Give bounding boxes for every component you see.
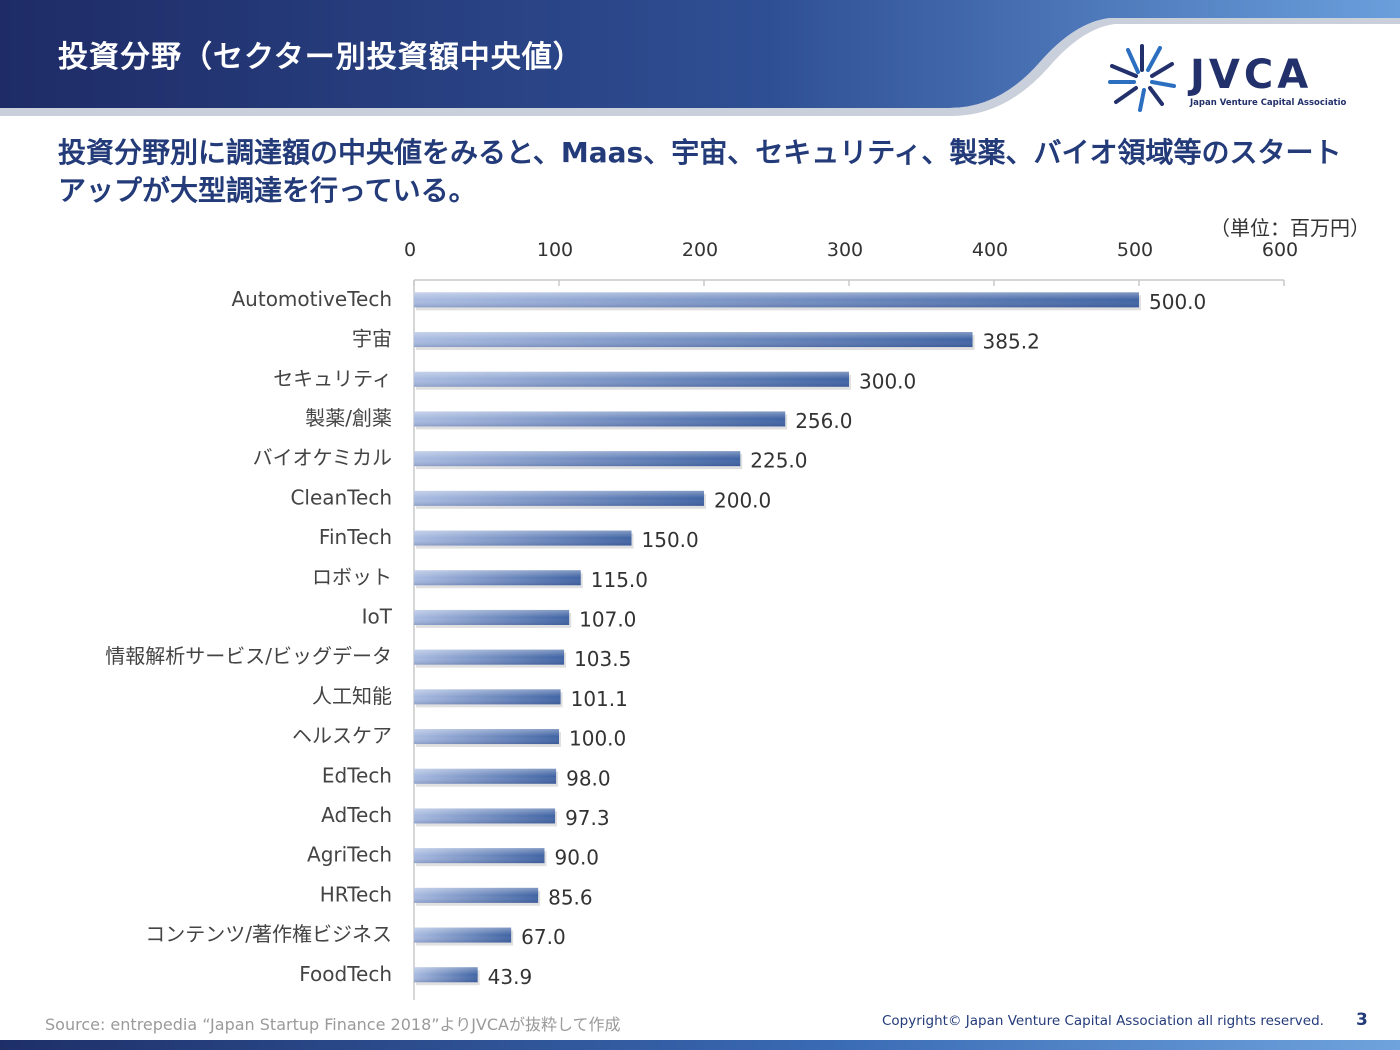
bar-highlight (414, 689, 561, 705)
x-tick-label: 500 (1117, 239, 1153, 261)
footer-bar (0, 1040, 1400, 1050)
category-label: IoT (362, 604, 393, 628)
bar-highlight (414, 729, 559, 745)
category-label: EdTech (322, 763, 392, 787)
value-label: 101.1 (571, 687, 628, 711)
unit-label: （単位：百万円） (1210, 216, 1370, 240)
logo-subtext: Japan Venture Capital Associatio (1190, 98, 1347, 108)
category-label: セキュリティ (273, 366, 392, 390)
value-label: 97.3 (565, 806, 610, 830)
category-label: HRTech (320, 882, 392, 906)
bar-chart: 0 100 200 300 400 500 600 AutomotiveTech 500.0 宇… (105, 239, 1298, 1000)
value-label: 67.0 (521, 925, 566, 949)
source-note: Source: entrepedia “Japan Startup Financ… (45, 1015, 621, 1034)
bar-highlight (414, 530, 632, 546)
copyright-note: Copyright© Japan Venture Capital Associa… (882, 1013, 1324, 1029)
category-label: 人工知能 (312, 684, 392, 708)
bar-highlight (414, 967, 478, 983)
category-label: 製薬/創薬 (305, 406, 392, 430)
x-tick-label: 0 (404, 239, 416, 261)
category-label: ヘルスケア (292, 724, 392, 748)
page-number: 3 (1356, 1010, 1368, 1030)
value-label: 300.0 (859, 369, 916, 393)
bar-highlight (414, 649, 565, 665)
value-label: 90.0 (555, 846, 600, 870)
bar-highlight (414, 768, 557, 784)
value-label: 385.2 (983, 330, 1040, 354)
bar-highlight (414, 371, 849, 387)
value-label: 107.0 (579, 607, 636, 631)
slide-subtitle: 投資分野別に調達額の中央値をみると、Maas、宇宙、セキュリティ、製薬、バイオ領… (58, 136, 1342, 207)
logo-text: JVCA (1190, 52, 1313, 98)
category-label: AutomotiveTech (232, 287, 393, 311)
category-label: ロボット (312, 565, 392, 589)
bar-highlight (414, 451, 741, 467)
x-tick-label: 600 (1262, 239, 1298, 261)
bar-highlight (414, 609, 570, 625)
page-title: 投資分野（セクター別投資額中央値） (58, 40, 584, 75)
x-tick-label: 300 (827, 239, 863, 261)
value-label: 98.0 (566, 766, 611, 790)
x-tick-label: 400 (972, 239, 1008, 261)
header-bar (0, 0, 1400, 118)
jvca-logo: JVCA Japan Venture Capital Associatio (1106, 44, 1346, 114)
category-label: 情報解析サービス/ビッグデータ (105, 644, 392, 668)
category-label: FinTech (319, 525, 392, 549)
bar-highlight (414, 927, 512, 943)
x-tick-label: 200 (682, 239, 718, 261)
value-label: 256.0 (795, 409, 852, 433)
category-label: バイオケミカル (253, 446, 392, 470)
x-tick-label: 100 (537, 239, 573, 261)
value-label: 103.5 (574, 647, 631, 671)
value-label: 500.0 (1149, 290, 1206, 314)
value-label: 150.0 (642, 528, 699, 552)
bar-highlight (414, 490, 704, 506)
value-label: 115.0 (591, 568, 648, 592)
category-label: AgriTech (307, 843, 392, 867)
value-label: 100.0 (569, 727, 626, 751)
value-label: 200.0 (714, 488, 771, 512)
value-label: 225.0 (750, 449, 807, 473)
category-label: AdTech (321, 803, 392, 827)
value-label: 85.6 (548, 885, 593, 909)
value-label: 43.9 (488, 965, 533, 989)
bar-highlight (414, 808, 556, 824)
category-label: CleanTech (290, 485, 392, 509)
bar-highlight (414, 292, 1139, 308)
category-label: FoodTech (299, 962, 392, 986)
bar-highlight (414, 848, 545, 864)
bar-highlight (414, 332, 973, 348)
category-label: コンテンツ/著作権ビジネス (145, 922, 392, 946)
jvca-logo-mark-icon (1108, 44, 1176, 112)
bar-highlight (414, 570, 581, 586)
category-label: 宇宙 (352, 327, 392, 351)
bar-highlight (414, 887, 539, 903)
bar-highlight (414, 411, 786, 427)
